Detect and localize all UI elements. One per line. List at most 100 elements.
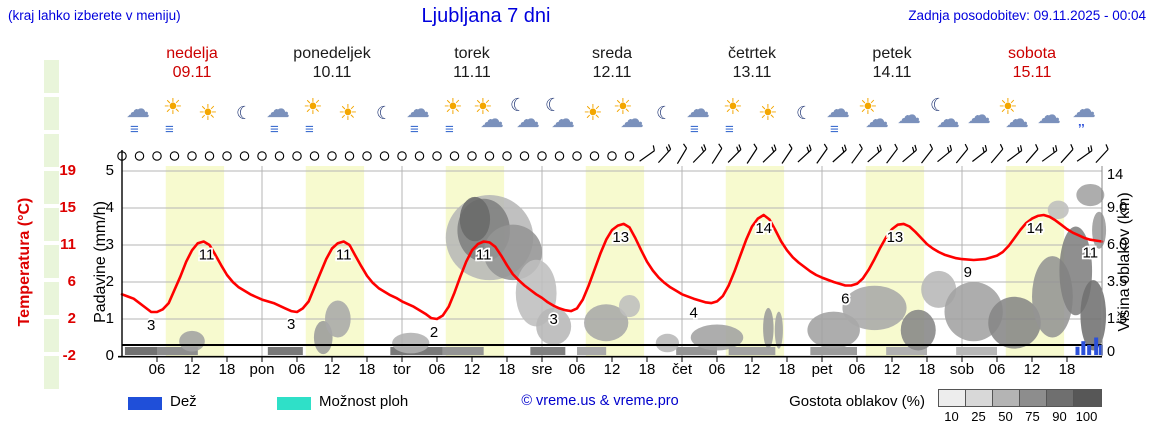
cloud-density-label: Gostota oblakov (%) — [789, 393, 925, 410]
precip-tick: 2 — [105, 273, 114, 290]
density-swatch — [1019, 389, 1048, 407]
density-swatch — [992, 389, 1021, 407]
wind-row — [117, 143, 1109, 165]
left-strip-block — [44, 208, 59, 241]
weather-icon-fog-sun: ☀ ≡ — [297, 96, 332, 140]
precip-bars — [1075, 337, 1103, 355]
menu-note: (kraj lahko izberete v meniju) — [8, 8, 181, 23]
day-date: 15.11 — [1012, 64, 1052, 81]
density-tick-label: 90 — [1052, 409, 1067, 424]
x-axis-day-label: tor — [393, 361, 411, 378]
drops-icon: ’’ — [1078, 121, 1085, 136]
sun-icon: ☀ — [858, 94, 878, 119]
moon-icon: ☾ — [930, 95, 947, 115]
weather-icon-moon: ☾ — [647, 96, 682, 140]
x-axis-hour-label: 18 — [498, 361, 516, 378]
day-header: četrtek 13.11 — [682, 44, 822, 82]
weather-icon-sun: ☀ — [192, 96, 227, 140]
fog-icon: ≡ — [305, 121, 314, 138]
day-date: 14.11 — [872, 64, 912, 81]
cloud-tick: 3.5 — [1107, 274, 1128, 290]
cloud-tick: 6.0 — [1107, 237, 1128, 253]
fog-icon: ≡ — [130, 121, 139, 138]
day-name: petek — [872, 45, 912, 62]
svg-text:11: 11 — [476, 246, 492, 263]
day-name: torek — [454, 45, 490, 62]
svg-text:11: 11 — [1083, 245, 1099, 262]
rain-legend-swatch — [128, 397, 162, 410]
fog-icon: ≡ — [690, 121, 699, 138]
weather-icon-moon: ☾ — [227, 96, 262, 140]
cloud-icon: ☁ — [620, 106, 644, 133]
density-tick-label: 10 — [944, 409, 959, 424]
fog-icon: ≡ — [830, 121, 839, 138]
weather-icon-fog-sun: ☀ ≡ — [157, 96, 192, 140]
weather-icon-fog: ☁ ≡ — [822, 96, 857, 140]
cloud-icon: ☁ — [1005, 106, 1029, 133]
weather-icon-sun-cloud: ☀ ☁ — [857, 96, 892, 140]
last-update: Zadnja posodobitev: 09.11.2025 - 00:04 — [908, 8, 1146, 23]
weather-icon-cloud: ☁ — [1032, 96, 1067, 140]
left-strip-block — [44, 356, 59, 389]
temperature-curve — [120, 213, 1104, 321]
x-axis-hour-label: 12 — [323, 361, 341, 378]
day-date: 13.11 — [732, 64, 772, 81]
density-tick-label: 100 — [1075, 409, 1098, 424]
svg-text:9: 9 — [964, 264, 972, 281]
density-tick-label: 50 — [998, 409, 1013, 424]
weather-icon-cloud-moon: ☾ ☁ — [542, 96, 577, 140]
rain-legend-label: Dež — [170, 393, 197, 410]
x-axis-hour-label: 06 — [568, 361, 586, 378]
showers-legend-swatch — [277, 397, 311, 410]
day-header: nedelja 09.11 — [122, 44, 262, 82]
day-header: sreda 12.11 — [542, 44, 682, 82]
svg-text:14: 14 — [1027, 220, 1044, 237]
left-strip-block — [44, 245, 59, 278]
left-strip-block — [44, 282, 59, 315]
x-axis-hour-label: 12 — [463, 361, 481, 378]
precip-tick: 1 — [105, 310, 114, 327]
cloud-icon: ☁ — [1072, 96, 1096, 123]
x-axis-hour-label: 06 — [148, 361, 166, 378]
day-name: sobota — [1007, 45, 1057, 62]
weather-icon-sun: ☀ — [332, 96, 367, 140]
temp-tick: 19 — [59, 162, 76, 179]
temp-tick: 15 — [59, 199, 76, 216]
weather-icon-moon: ☾ — [787, 96, 822, 140]
cloud-icon: ☁ — [126, 96, 150, 123]
moon-icon: ☾ — [236, 103, 253, 123]
x-axis-day-label: pon — [249, 361, 275, 378]
sun-icon: ☀ — [998, 94, 1018, 119]
cloud-icon: ☁ — [865, 106, 889, 133]
low-cloud-strips — [124, 347, 997, 355]
temp-tick: 6 — [67, 273, 76, 290]
sun-icon: ☀ — [583, 100, 603, 125]
x-axis-hour-label: 18 — [358, 361, 376, 378]
showers-legend-label: Možnost ploh — [319, 393, 409, 410]
copyright-link[interactable]: © vreme.us & vreme.pro — [521, 393, 679, 409]
cloud-icon: ☁ — [1037, 102, 1061, 129]
left-strip-block — [44, 319, 59, 352]
x-axis-hour-label: 18 — [778, 361, 796, 378]
moon-icon: ☾ — [510, 95, 527, 115]
precip-tick: 3 — [105, 236, 114, 253]
cloud-icon: ☁ — [936, 106, 960, 133]
density-swatch — [1073, 389, 1102, 407]
temp-tick: -2 — [62, 347, 76, 364]
cloud-tick: 1.5 — [1107, 311, 1128, 327]
day-header: sobota 15.11 — [962, 44, 1102, 82]
density-swatch — [1046, 389, 1075, 407]
weather-icon-fog: ☁ ≡ — [402, 96, 437, 140]
cloud-icon: ☁ — [967, 102, 991, 129]
x-axis-hour-label: 06 — [848, 361, 866, 378]
day-date: 11.11 — [453, 64, 491, 81]
svg-text:11: 11 — [336, 246, 352, 263]
sun-icon: ☀ — [443, 94, 463, 119]
precip-tick: 4 — [105, 199, 114, 216]
cloud-tick: 0 — [1107, 344, 1116, 360]
moon-icon: ☾ — [796, 103, 813, 123]
temperature-labels: 3 11 3 11 2 11 3 13 4 14 6 13 9 14 11 — [145, 218, 1100, 342]
moon-icon: ☾ — [376, 103, 393, 123]
fog-icon: ≡ — [410, 121, 419, 138]
page-title: Ljubljana 7 dni — [421, 5, 551, 27]
